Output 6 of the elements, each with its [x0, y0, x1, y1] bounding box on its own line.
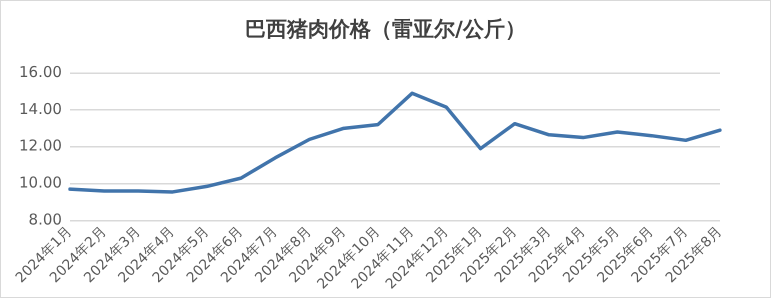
y-tick-label: 8.00	[28, 210, 62, 228]
y-tick-label: 10.00	[18, 174, 62, 192]
y-tick-label: 12.00	[18, 136, 62, 155]
chart-title: 巴西猪肉价格（雷亚尔/公斤）	[244, 16, 527, 43]
y-tick-label: 14.00	[18, 100, 62, 118]
y-tick-label: 16.00	[18, 62, 62, 81]
